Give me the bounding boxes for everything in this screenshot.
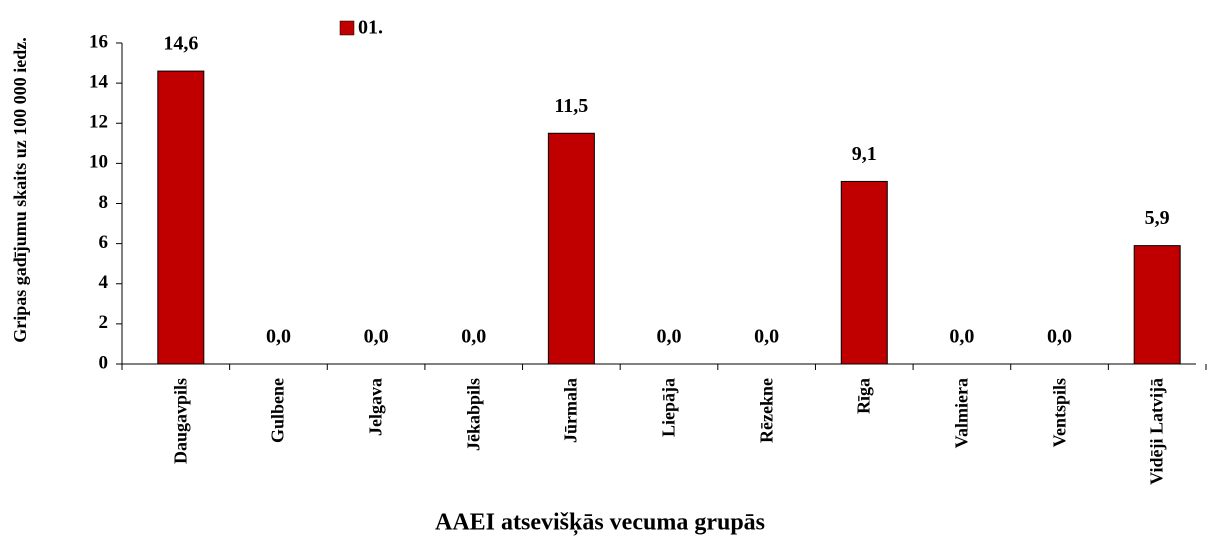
value-label: 5,9 [1145,207,1170,229]
x-axis-label: AAEI atsevišķās vecuma grupās [435,510,765,537]
x-tick-label: Liepāja [658,378,679,438]
x-tick-label: Gulbene [267,378,288,444]
y-tick-label: 2 [99,312,109,333]
bar [1133,245,1181,365]
x-tick-label: Valmiera [951,378,972,449]
y-tick-label: 6 [99,232,109,253]
x-tick-label: Jēkabpils [463,378,484,452]
legend-swatch [339,20,355,36]
x-tick-label: Jelgava [365,378,386,436]
y-tick-label: 12 [89,112,108,133]
value-label: 14,6 [163,33,198,55]
value-label: 0,0 [754,326,779,348]
x-tick-label: Ventspils [1049,378,1070,448]
bar [157,70,205,365]
x-tick-label: Rēzekne [756,378,777,443]
x-tick-label: Rīga [853,378,874,414]
x-tick-label: Daugavpils [170,378,191,465]
value-label: 0,0 [461,326,486,348]
value-label: 0,0 [657,326,682,348]
value-label: 9,1 [852,143,877,165]
value-label: 0,0 [266,326,291,348]
value-label: 11,5 [554,95,588,117]
y-tick-label: 0 [99,352,109,373]
value-label: 0,0 [949,326,974,348]
y-tick-label: 14 [89,71,109,92]
legend-label: 01. [358,17,383,39]
bar [840,180,888,365]
y-tick-label: 8 [99,192,109,213]
y-tick-label: 4 [99,272,109,293]
x-tick-label: Vidēji Latvijā [1146,378,1167,485]
y-tick-label: 10 [89,152,108,173]
y-tick-label: 16 [89,31,108,52]
x-tick-label: Jūrmala [560,378,581,443]
y-axis-label: Gripas gadījumu skaits uz 100 000 iedz. [10,37,30,343]
bar [547,132,595,365]
value-label: 0,0 [1047,326,1072,348]
value-label: 0,0 [364,326,389,348]
